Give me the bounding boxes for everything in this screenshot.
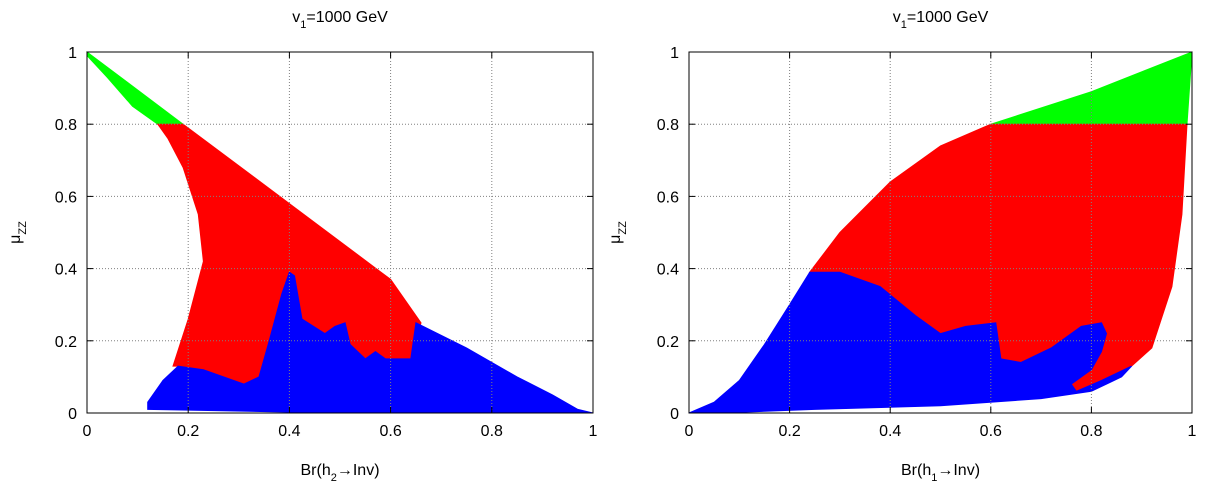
y-axis-label: μZZ [7, 221, 29, 244]
y-tick-label: 1 [68, 45, 77, 62]
plot-frame [688, 51, 1193, 414]
x-tick-label: 0.4 [879, 423, 901, 440]
y-tick-label: 0.6 [657, 189, 679, 206]
region-blue [147, 271, 594, 414]
x-tick-label: 0 [685, 423, 694, 440]
x-tick-label: 1 [589, 423, 598, 440]
y-tick-label: 0.4 [657, 262, 679, 279]
x-tick-label: 0.6 [379, 423, 401, 440]
left-panel: 0 0.2 0.4 0.6 0.8 1 0 0.2 0.4 0.6 0.8 1 v1=1000 GeV B… [7, 9, 598, 482]
y-tick-label: 1 [670, 45, 679, 62]
x-axis-label: Br(h1→Inv) [901, 462, 980, 482]
y-tick-label: 0.2 [55, 334, 77, 351]
x-axis-label: Br(h2→Inv) [300, 462, 379, 482]
y-tick-label: 0.2 [657, 334, 679, 351]
y-tick-label: 0.8 [657, 117, 679, 134]
x-tick-label: 1 [1188, 423, 1197, 440]
region-green [86, 50, 185, 125]
y-tick-label: 0 [68, 406, 77, 423]
chart-title: v1=1000 GeV [292, 9, 388, 31]
y-tick-label: 0.4 [55, 262, 77, 279]
y-axis-label: μZZ [607, 221, 629, 244]
y-tick-label: 0.8 [55, 117, 77, 134]
right-panel: 0 0.2 0.4 0.6 0.8 1 0 0.2 0.4 0.6 0.8 1 v1=1000 GeV B… [607, 9, 1197, 482]
x-tick-label: 0.8 [481, 423, 503, 440]
plot-frame [86, 51, 594, 414]
y-tick-label: 0 [670, 406, 679, 423]
x-tick-label: 0.8 [1080, 423, 1102, 440]
chart-title: v1=1000 GeV [893, 9, 989, 31]
y-tick-label: 0.6 [55, 189, 77, 206]
x-tick-label: 0.2 [778, 423, 800, 440]
x-tick-label: 0.4 [278, 423, 300, 440]
x-tick-label: 0.2 [177, 423, 199, 440]
x-tick-label: 0.6 [980, 423, 1002, 440]
x-tick-label: 0 [83, 423, 92, 440]
